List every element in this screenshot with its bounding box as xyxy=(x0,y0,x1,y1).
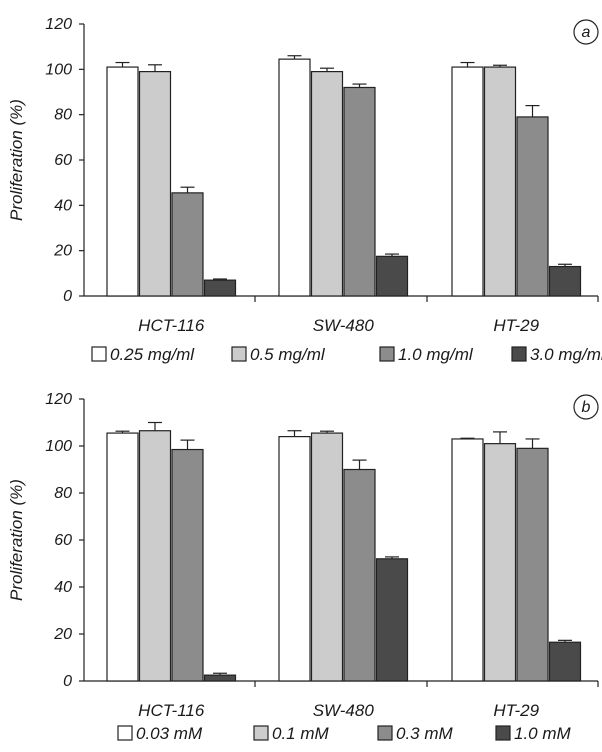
bar xyxy=(138,70,172,297)
y-tick-label: 40 xyxy=(54,197,72,214)
bar xyxy=(278,58,311,297)
bar xyxy=(203,279,237,297)
bar xyxy=(106,66,139,297)
y-tick-label: 100 xyxy=(45,61,72,78)
y-tick-label: 60 xyxy=(54,532,72,549)
legend-swatch xyxy=(91,346,107,362)
y-tick-label: 20 xyxy=(53,626,72,643)
legend-label: 3.0 mg/ml xyxy=(530,345,602,364)
y-tick-label: 0 xyxy=(63,673,72,690)
bar xyxy=(516,447,549,682)
legend-label: 1.0 mM xyxy=(514,724,572,743)
bar xyxy=(203,674,237,682)
legend-label: 0.3 mM xyxy=(396,724,454,743)
category-label: HT-29 xyxy=(493,316,539,335)
bar xyxy=(343,468,376,682)
legend-swatch xyxy=(511,346,527,362)
bar xyxy=(483,66,517,297)
bar xyxy=(310,70,344,297)
bar xyxy=(343,86,376,297)
y-axis-label: Proliferation (%) xyxy=(7,479,26,601)
y-tick-label: 80 xyxy=(54,107,72,124)
y-tick-label: 0 xyxy=(63,288,72,305)
legend-label: 0.25 mg/ml xyxy=(110,345,195,364)
panel-label-text: a xyxy=(582,24,591,41)
bar xyxy=(278,436,311,682)
panel-label-text: b xyxy=(582,399,591,416)
panel-label-badge xyxy=(573,394,599,420)
bar xyxy=(138,430,172,682)
bar xyxy=(483,443,517,682)
bar xyxy=(451,66,484,297)
bar xyxy=(310,432,344,682)
bar xyxy=(171,192,204,297)
bar xyxy=(548,641,582,682)
bar xyxy=(375,255,409,297)
legend-swatch xyxy=(231,346,247,362)
y-tick-label: 60 xyxy=(54,152,72,169)
legend-label: 0.1 mM xyxy=(272,724,330,743)
legend-swatch xyxy=(253,725,269,741)
y-tick-label: 40 xyxy=(54,579,72,596)
category-label: SW-480 xyxy=(313,316,375,335)
y-tick-label: 120 xyxy=(45,16,72,33)
bar xyxy=(375,558,409,682)
y-tick-label: 120 xyxy=(45,391,72,408)
category-label: HCT-116 xyxy=(138,316,205,335)
y-tick-label: 80 xyxy=(54,485,72,502)
category-label: SW-480 xyxy=(313,701,375,720)
legend-label: 1.0 mg/ml xyxy=(398,345,474,364)
bar xyxy=(106,432,139,682)
bar xyxy=(548,265,582,297)
y-tick-label: 100 xyxy=(45,438,72,455)
legend-swatch xyxy=(117,725,133,741)
bar xyxy=(451,438,484,682)
bar xyxy=(171,448,204,682)
y-axis-label: Proliferation (%) xyxy=(7,99,26,221)
legend-label: 0.5 mg/ml xyxy=(250,345,326,364)
bar xyxy=(516,116,549,297)
chart-panel-b: 0 20 40 60 80 100 120 Proliferation (%) HCT-116 S… xyxy=(7,391,599,743)
chart-panel-a: 0 20 40 60 80 100 120 Proliferation (%) HCT-116 S… xyxy=(7,16,602,364)
category-label: HT-29 xyxy=(493,701,539,720)
panel-label-badge xyxy=(573,19,599,45)
legend-label: 0.03 mM xyxy=(136,724,203,743)
legend-swatch xyxy=(379,346,395,362)
category-label: HCT-116 xyxy=(138,701,205,720)
legend-swatch xyxy=(495,725,511,741)
legend-swatch xyxy=(377,725,393,741)
y-tick-label: 20 xyxy=(53,243,72,260)
